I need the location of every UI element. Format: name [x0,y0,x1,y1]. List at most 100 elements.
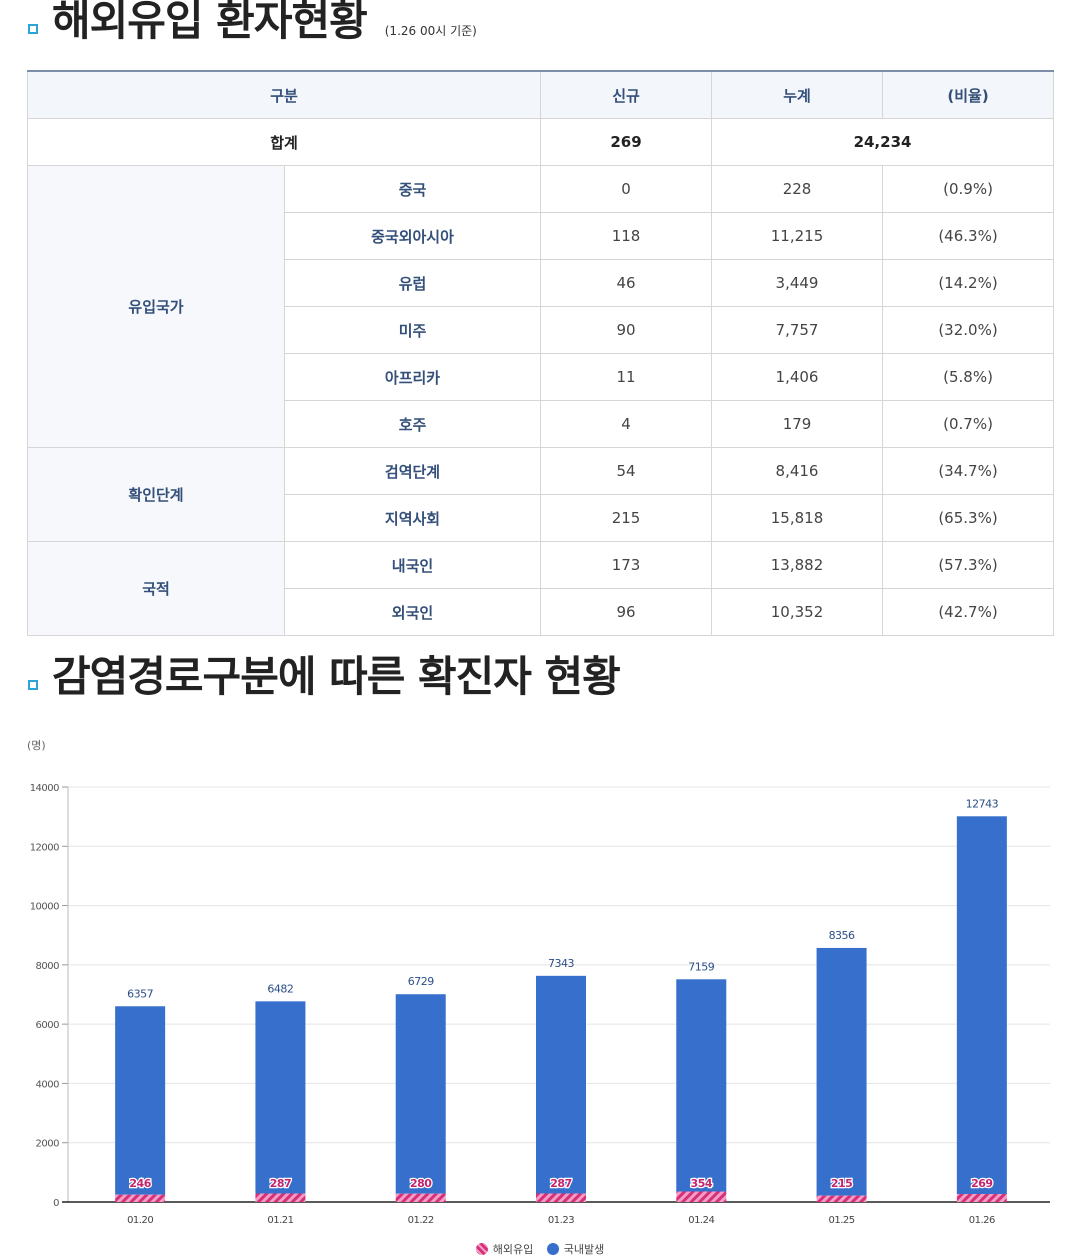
row-cumulative: 11,215 [711,212,884,260]
data-label-import: 280 [410,1177,432,1190]
bar-domestic [115,1006,166,1195]
header-category: 구분 [26,70,542,119]
row-label: 유럽 [283,259,542,307]
bar-import [676,1191,727,1202]
data-label-import: 287 [270,1177,291,1190]
stacked-bar-chart: (명) 0 2000 4000 6000 8000 10000 12000 14000 6357 2… [27,739,1050,1226]
table-row: 외국인 96 10,352 (42.7%) [28,588,1055,636]
row-new: 54 [540,447,713,495]
table-header-row: 구분 신규 누계 (비율) [26,70,1055,119]
row-label: 중국외아시아 [283,212,542,260]
row-cumulative: 7,757 [711,306,884,354]
x-tick-label: 01.24 [688,1215,714,1226]
legend-item-import[interactable]: 해외유입 [475,1241,533,1257]
row-ratio: (14.2%) [882,259,1055,307]
total-cumulative: 24,234 [711,118,1055,166]
table-row: 국적 내국인 173 13,882 (57.3%) [27,541,1055,636]
base-time-note: (1.26 00시 기준) [384,24,477,38]
bullet-square-icon [28,24,38,34]
section-title-route: 감염경로구분에 따른 확진자 현황 [28,652,621,701]
section-title-import: 해외유입 환자현황 (1.26 00시 기준) [28,0,477,42]
y-tick-label: 0 [53,1198,59,1209]
group-label: 유입국가 [27,165,285,448]
data-label-import: 215 [831,1177,852,1190]
row-cumulative: 3,449 [711,259,884,307]
row-ratio: (5.8%) [882,353,1055,401]
table-row: 중국외아시아 118 11,215 (46.3%) [28,212,1055,260]
x-tick-label: 01.21 [267,1215,293,1226]
row-ratio: (34.7%) [882,447,1055,495]
bar-domestic [676,979,727,1192]
bar-import [536,1193,586,1202]
y-tick-label: 6000 [36,1020,60,1031]
bar-domestic [395,994,446,1194]
row-ratio: (65.3%) [882,494,1055,542]
x-tick-label: 01.26 [969,1215,995,1226]
row-cumulative: 13,882 [711,541,884,589]
data-label-domestic: 6482 [267,982,293,995]
header-ratio: (비율) [882,70,1055,119]
data-label-domestic: 6357 [127,987,153,1000]
data-label-domestic: 7343 [548,957,574,970]
row-ratio: (0.7%) [882,400,1055,448]
table-row: 유입국가 중국 0 228 (0.9%) [27,165,1055,448]
x-tick-label: 01.20 [127,1215,153,1226]
data-label-import: 246 [129,1177,151,1190]
row-cumulative: 8,416 [711,447,884,495]
data-label-import: 354 [691,1177,713,1190]
row-new: 173 [540,541,713,589]
row-new: 46 [540,259,713,307]
data-label-import: 269 [971,1177,992,1190]
data-label-domestic: 12743 [966,797,999,810]
group-label: 확인단계 [27,447,285,542]
bar-import [395,1193,446,1202]
row-cumulative: 1,406 [711,353,884,401]
row-label: 외국인 [283,588,542,636]
row-new: 96 [540,588,713,636]
row-label: 중국 [283,165,542,213]
y-tick-label: 8000 [36,961,60,972]
import-swatch-icon [475,1243,488,1255]
bar-import [816,1195,867,1202]
row-cumulative: 10,352 [711,588,884,636]
row-ratio: (32.0%) [882,306,1055,354]
bar-domestic [956,816,1007,1195]
table-row: 확인단계 검역단계 54 8,416 (34.7%) [27,447,1055,542]
row-new: 0 [540,165,713,213]
chart-section-title: 감염경로구분에 따른 확진자 현황 [52,652,621,701]
row-ratio: (57.3%) [882,541,1055,589]
import-status-table: 구분 신규 누계 (비율) 합계 269 24,234 유입국가 중국 0 22… [26,70,1055,636]
table-row: 아프리카 11 1,406 (5.8%) [28,353,1055,401]
total-new: 269 [540,118,713,166]
row-cumulative: 179 [711,400,884,448]
table-row: 호주 4 179 (0.7%) [28,400,1055,448]
row-ratio: (0.9%) [882,165,1055,213]
row-label: 내국인 [283,541,542,589]
row-label: 미주 [283,306,542,354]
y-tick-label: 12000 [30,842,59,853]
row-new: 215 [540,494,713,542]
header-cumulative: 누계 [711,70,884,119]
legend-item-domestic[interactable]: 국내발생 [546,1241,605,1257]
group-label: 국적 [27,541,285,636]
bullet-square-icon [28,680,38,690]
data-label-domestic: 6729 [408,975,434,988]
row-ratio: (46.3%) [882,212,1055,260]
x-tick-label: 01.25 [829,1215,855,1226]
data-label-import: 287 [550,1177,571,1190]
bar-domestic [255,1001,306,1194]
x-tick-label: 01.22 [408,1215,434,1226]
bar-import [956,1194,1007,1202]
data-label-domestic: 8356 [829,929,855,942]
y-tick-label: 4000 [36,1079,60,1090]
bar-domestic [816,947,867,1196]
legend-label-domestic: 국내발생 [563,1243,605,1256]
total-row: 합계 269 24,234 [26,118,1055,166]
bar-domestic [536,975,586,1194]
x-tick-label: 01.23 [548,1215,574,1226]
row-cumulative: 228 [711,165,884,213]
row-ratio: (42.7%) [882,588,1055,636]
table-row: 유럽 46 3,449 (14.2%) [28,259,1055,307]
row-new: 4 [540,400,713,448]
bar-import [255,1193,306,1202]
